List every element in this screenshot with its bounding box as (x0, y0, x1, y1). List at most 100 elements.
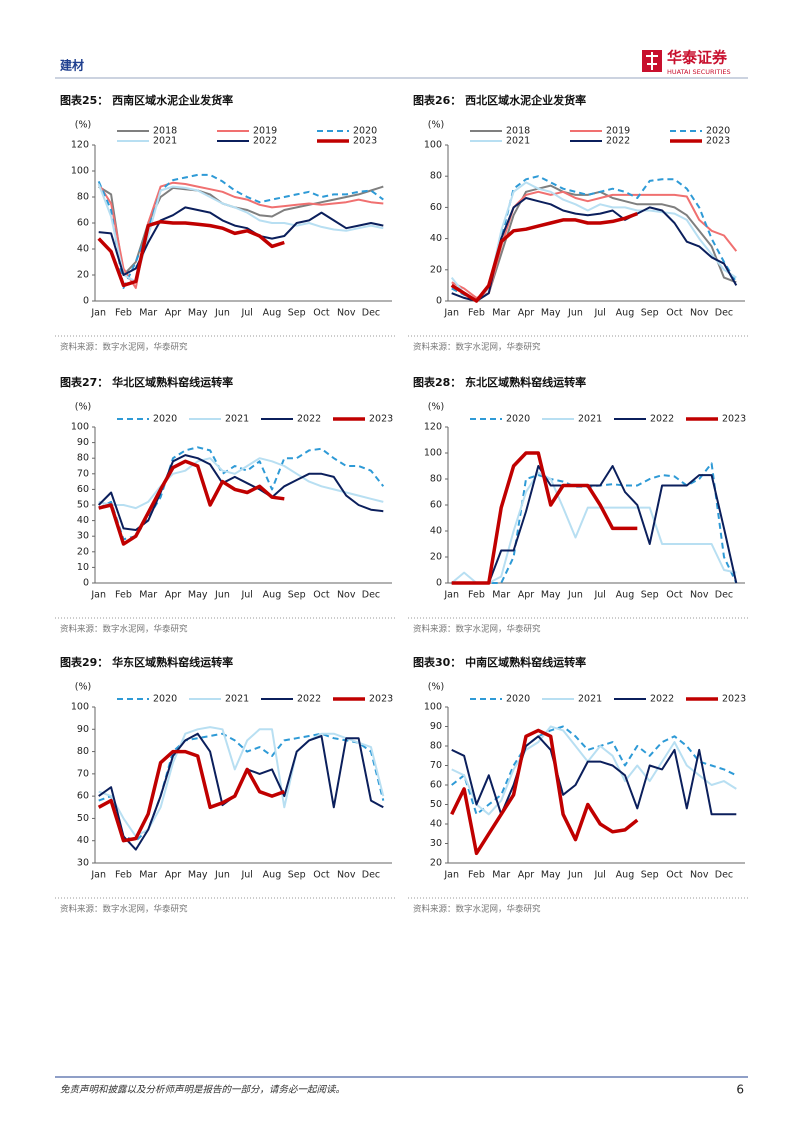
series-line (451, 451, 638, 585)
y-tick-label: 50 (430, 799, 442, 810)
y-tick-label: 120 (71, 140, 89, 151)
chart-title: 图表28： 东北区域熟料窑线运转率 (413, 375, 586, 389)
series-line (97, 183, 384, 283)
x-tick-label: Feb (468, 308, 485, 319)
legend-label: 2022 (650, 694, 674, 705)
legend-label: 2021 (578, 694, 602, 705)
x-tick-label: Mar (492, 308, 510, 319)
y-tick-label: 30 (430, 838, 442, 849)
x-tick-label: May (541, 308, 561, 319)
logo-en: HUATAI SECURITIES (667, 68, 731, 76)
legend-label: 2020 (506, 694, 530, 705)
x-tick-label: Aug (616, 870, 635, 881)
source: 资料来源：数字水泥网，华泰研究 (60, 342, 188, 353)
source: 资料来源：数字水泥网，华泰研究 (413, 342, 541, 353)
x-tick-label: Jun (214, 870, 230, 881)
unit-label: (%) (75, 402, 91, 413)
logo-glyph (646, 52, 658, 70)
x-tick-label: Oct (313, 870, 330, 881)
x-tick-label: Jan (90, 870, 106, 881)
legend-label: 2020 (153, 694, 177, 705)
x-tick-label: Jun (214, 308, 230, 319)
x-tick-label: Jul (240, 870, 252, 881)
legend-label: 2020 (153, 414, 177, 425)
chart-title: 图表25： 西南区域水泥企业发货率 (60, 93, 233, 107)
y-tick-label: 90 (430, 721, 442, 732)
x-tick-label: Feb (115, 590, 132, 601)
x-tick-label: Jan (90, 308, 106, 319)
series-line (97, 173, 384, 289)
logo-cn: 华泰证券 (667, 49, 728, 67)
y-tick-label: 0 (83, 296, 89, 307)
y-tick-label: 70 (77, 468, 89, 479)
y-tick-label: 70 (77, 768, 89, 779)
legend-label: 2023 (369, 414, 393, 425)
legend-label: 2019 (606, 126, 630, 137)
legend-label: 2023 (706, 136, 730, 147)
series-line (98, 457, 384, 510)
x-tick-label: Dec (715, 308, 733, 319)
x-tick-label: Apr (165, 590, 182, 601)
x-tick-label: Nov (337, 590, 356, 601)
y-tick-label: 40 (430, 233, 442, 244)
x-tick-label: Dec (362, 308, 380, 319)
y-tick-label: 100 (71, 702, 89, 713)
y-tick-label: 40 (430, 526, 442, 537)
legend-label: 2021 (153, 136, 177, 147)
series-line (450, 728, 639, 856)
x-tick-label: Dec (715, 870, 733, 881)
legend-label: 2018 (153, 126, 177, 137)
y-tick-label: 90 (77, 724, 89, 735)
x-tick-label: May (188, 870, 208, 881)
legend-label: 2022 (606, 136, 630, 147)
series-line (98, 446, 385, 541)
x-tick-label: Apr (518, 308, 535, 319)
x-tick-label: Jul (240, 308, 252, 319)
legend-label: 2021 (506, 136, 530, 147)
y-tick-label: 80 (77, 453, 89, 464)
x-tick-label: Aug (263, 308, 282, 319)
unit-label: (%) (428, 402, 444, 413)
x-tick-label: May (188, 590, 208, 601)
legend-label: 2022 (650, 414, 674, 425)
x-tick-label: Aug (263, 590, 282, 601)
y-tick-label: 120 (424, 422, 442, 433)
x-tick-label: Jun (567, 870, 583, 881)
y-tick-label: 60 (430, 500, 442, 511)
section: 建材 (59, 58, 84, 73)
y-tick-label: 60 (430, 780, 442, 791)
series-line (451, 175, 738, 302)
y-tick-label: 80 (430, 741, 442, 752)
x-tick-label: Nov (690, 590, 709, 601)
y-tick-label: 20 (77, 270, 89, 281)
y-tick-label: 100 (424, 140, 442, 151)
legend-label: 2022 (297, 694, 321, 705)
x-tick-label: Jul (240, 590, 252, 601)
x-tick-label: Oct (666, 308, 683, 319)
y-tick-label: 40 (77, 835, 89, 846)
x-tick-label: Nov (337, 870, 356, 881)
x-tick-label: Jul (593, 590, 605, 601)
y-tick-label: 80 (77, 192, 89, 203)
legend-label: 2023 (353, 136, 377, 147)
y-tick-label: 30 (77, 531, 89, 542)
x-tick-label: Dec (715, 590, 733, 601)
series-line (451, 725, 737, 816)
y-tick-label: 100 (424, 448, 442, 459)
x-tick-label: Nov (337, 308, 356, 319)
y-tick-label: 90 (77, 437, 89, 448)
unit-label: (%) (75, 682, 91, 693)
x-tick-label: Feb (468, 870, 485, 881)
legend-label: 2020 (506, 414, 530, 425)
y-tick-label: 30 (77, 858, 89, 869)
x-tick-label: Apr (518, 870, 535, 881)
x-tick-label: May (541, 870, 561, 881)
y-tick-label: 80 (430, 474, 442, 485)
source: 资料来源：数字水泥网，华泰研究 (60, 904, 188, 915)
series-line (98, 726, 385, 838)
x-tick-label: Jan (90, 590, 106, 601)
series-line (98, 459, 285, 546)
legend-label: 2020 (706, 126, 730, 137)
